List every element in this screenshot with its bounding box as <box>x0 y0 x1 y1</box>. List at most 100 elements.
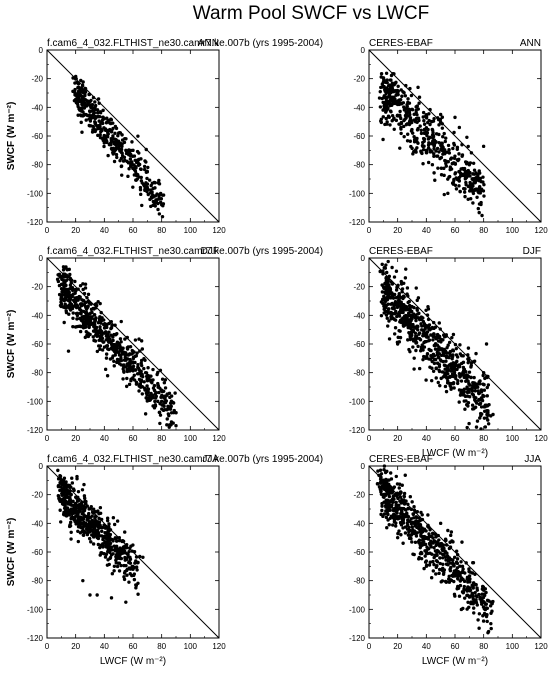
data-point <box>108 555 113 560</box>
x-tick-label: 60 <box>451 226 460 235</box>
data-point <box>387 115 391 119</box>
data-point <box>474 600 479 605</box>
data-point <box>144 181 148 185</box>
data-point <box>139 363 144 368</box>
data-point <box>460 354 464 358</box>
data-point <box>156 384 160 389</box>
data-point <box>387 94 392 98</box>
data-point <box>99 310 103 315</box>
data-point <box>449 374 454 379</box>
data-point <box>481 180 485 184</box>
data-point <box>446 528 450 533</box>
scatter-points <box>56 468 145 604</box>
data-point <box>408 321 412 326</box>
data-point <box>123 530 127 534</box>
data-point <box>78 311 83 316</box>
data-point <box>420 343 424 347</box>
data-point <box>446 559 451 563</box>
data-point <box>104 334 109 338</box>
data-point <box>76 489 81 494</box>
data-point <box>478 382 482 386</box>
y-tick-label: -120 <box>27 634 44 643</box>
data-point <box>409 517 413 521</box>
x-tick-label: 60 <box>129 434 138 443</box>
data-point <box>414 515 419 520</box>
data-point <box>384 86 388 91</box>
data-point <box>415 525 419 530</box>
y-tick-label: -100 <box>349 189 366 198</box>
data-point <box>104 134 109 138</box>
data-point <box>485 619 489 624</box>
data-point <box>139 192 143 197</box>
data-point <box>387 523 391 527</box>
data-point <box>468 174 472 178</box>
data-point <box>385 484 390 488</box>
data-point <box>132 154 137 158</box>
data-point <box>149 188 153 192</box>
data-point <box>96 114 101 119</box>
data-point <box>381 271 385 275</box>
data-point <box>98 327 102 332</box>
data-point <box>91 534 96 538</box>
data-point <box>61 501 66 505</box>
data-point <box>468 577 472 581</box>
data-point <box>379 313 384 318</box>
data-point <box>432 532 436 536</box>
data-point <box>426 551 430 556</box>
data-point <box>382 107 387 111</box>
x-tick-label: 100 <box>184 226 198 235</box>
data-point <box>438 327 442 331</box>
data-point <box>467 394 472 399</box>
data-point <box>139 358 144 363</box>
data-point <box>101 138 105 143</box>
data-point <box>380 508 384 513</box>
data-point <box>441 556 445 560</box>
data-point <box>410 304 414 309</box>
data-point <box>415 306 419 311</box>
y-tick-label: -120 <box>349 426 366 435</box>
data-point <box>473 406 477 410</box>
data-point <box>412 516 416 520</box>
data-point <box>462 167 466 172</box>
data-point <box>412 521 417 526</box>
data-point <box>145 384 149 388</box>
data-point <box>112 522 117 527</box>
data-point <box>62 490 66 494</box>
data-point <box>121 539 126 544</box>
data-point <box>457 400 461 404</box>
data-point <box>414 348 418 353</box>
reference-line <box>368 49 542 223</box>
data-point <box>402 513 406 518</box>
data-point <box>409 507 414 512</box>
data-point <box>432 171 436 175</box>
data-point <box>92 338 96 343</box>
data-point <box>479 427 483 431</box>
data-point <box>88 526 92 531</box>
data-point <box>389 90 393 95</box>
data-point <box>397 486 401 490</box>
data-point <box>422 340 426 345</box>
data-point <box>378 468 383 472</box>
data-point <box>436 166 440 170</box>
data-point <box>471 595 475 599</box>
data-point <box>402 105 406 109</box>
data-point <box>403 113 408 118</box>
data-point <box>117 569 122 573</box>
data-point <box>446 177 450 181</box>
data-point <box>419 315 424 319</box>
data-point <box>453 574 457 578</box>
data-point <box>105 374 110 378</box>
data-point <box>417 557 421 561</box>
data-point <box>149 374 153 378</box>
data-point <box>91 507 96 511</box>
data-point <box>477 626 481 630</box>
data-point <box>109 143 113 147</box>
data-point <box>422 137 427 141</box>
y-tick-label: -60 <box>353 132 365 141</box>
data-point <box>77 324 81 329</box>
data-point <box>80 298 84 302</box>
data-point <box>466 144 470 149</box>
data-point <box>378 481 383 485</box>
y-tick-label: -80 <box>31 161 43 170</box>
data-point <box>402 124 406 129</box>
